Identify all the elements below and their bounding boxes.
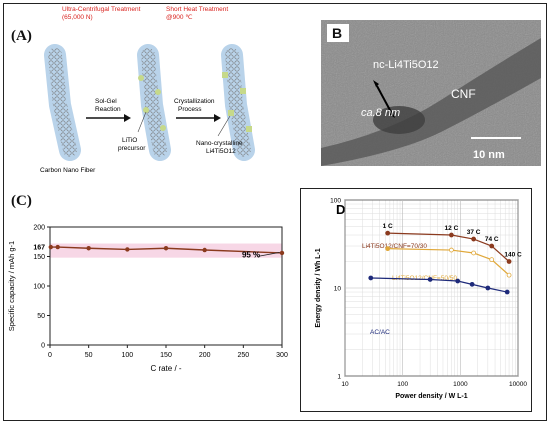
- capacity-band: [50, 243, 282, 258]
- series-line-2: [370, 277, 508, 293]
- scale-label: 10 nm: [473, 149, 505, 161]
- c-rate-label: 140 C: [504, 252, 522, 259]
- c-rate-label: 74 C: [485, 236, 499, 243]
- series-label-0: Li4Ti5O12/CNF=70/30: [362, 243, 427, 250]
- x-tick-label-c: 100: [121, 352, 133, 359]
- x-tick-label-d: 1000: [453, 381, 468, 388]
- panel-a-label: (A): [11, 28, 32, 44]
- particle-label: nc-Li4Ti5O12: [373, 59, 439, 71]
- series-point-2: [368, 275, 374, 281]
- arrow-crystallization: [176, 114, 221, 122]
- series-point-0: [489, 243, 495, 249]
- x-tick-label-c: 150: [160, 352, 172, 359]
- fiber-label: CNF: [451, 87, 476, 101]
- carbon-nano-fiber-1: [44, 44, 81, 161]
- series-point-0: [471, 236, 477, 242]
- panel-d-frame: [300, 188, 532, 412]
- label-lto: Li4Ti5O12: [206, 148, 236, 155]
- capacity-point: [163, 246, 169, 251]
- panel-a-schematic: Ultra-Centrifugal Treatment (65,000 N) S…: [40, 6, 255, 174]
- x-tick-label-c: 300: [276, 352, 288, 359]
- x-tick-label-c: 200: [199, 352, 211, 359]
- x-tick-label-d: 100: [397, 381, 408, 388]
- series-point-0: [506, 259, 512, 264]
- x-axis-label-d: Power density / W L-1: [395, 393, 467, 400]
- carbon-nano-fiber-2: [137, 44, 171, 161]
- panel-b-label-box: [327, 24, 349, 42]
- step1-detail: (65,000 N): [62, 14, 93, 21]
- step1-title: Ultra-Centrifugal Treatment: [62, 6, 141, 13]
- series-point-2: [427, 277, 433, 282]
- y-tick-label-c: 100: [33, 284, 45, 291]
- y-tick-label-167: 167: [33, 244, 45, 251]
- y-axis-label-d: Energy density / Wh L-1: [315, 248, 322, 327]
- label-litio: LiTiO: [122, 137, 137, 144]
- c-rate-label: 37 C: [467, 229, 481, 236]
- panel-b-tem-image: B nc-Li4Ti5O12 CNF ca.8 nm 10 nm: [321, 20, 541, 166]
- panel-c-label: (C): [11, 193, 32, 209]
- x-tick-label-c: 250: [237, 352, 249, 359]
- label-nano-crystalline: Nano-crystalline: [196, 140, 243, 147]
- x-tick-label-c: 50: [85, 352, 93, 359]
- series-point-1: [506, 272, 512, 278]
- series-label-1: Li4Ti5O12/CNF=50/50: [392, 275, 457, 282]
- x-tick-label-d: 10000: [509, 381, 527, 388]
- label-precursor: precursor: [118, 145, 146, 152]
- y-tick-label-c: 0: [41, 343, 45, 350]
- capacity-point: [125, 247, 130, 252]
- step2-detail: @900 ℃: [166, 14, 193, 21]
- capacity-point: [55, 244, 60, 250]
- arrow1-line2: Reaction: [95, 106, 121, 113]
- capacity-point: [202, 247, 207, 253]
- panel-d-label: D: [336, 202, 345, 217]
- series-point-0: [449, 232, 454, 238]
- panel-b-label: B: [332, 25, 342, 41]
- x-axis-label-c: C rate / -: [150, 364, 181, 373]
- series-point-2: [469, 281, 475, 287]
- retention-pointer: [257, 251, 280, 257]
- arrow1-line1: Sol-Gel: [95, 98, 117, 105]
- series-point-2: [455, 278, 461, 284]
- step2-title: Short Heat Treatment: [166, 6, 228, 13]
- figure-frame: [3, 3, 547, 421]
- retention-annotation: 95 %: [242, 251, 260, 260]
- y-tick-label-c: 150: [33, 254, 45, 261]
- capacity-point: [279, 250, 285, 256]
- thickness-label: ca.8 nm: [361, 107, 400, 119]
- c-rate-label: 12 C: [445, 225, 459, 232]
- label-carbon-nano-fiber: Carbon Nano Fiber: [40, 167, 96, 174]
- thickness-arrow: [373, 80, 395, 118]
- series-label-2: AC/AC: [370, 329, 390, 336]
- cnf-fiber: [321, 38, 541, 166]
- series-point-1: [449, 247, 454, 253]
- series-point-1: [489, 257, 495, 263]
- capacity-point: [86, 246, 91, 251]
- series-point-1: [471, 250, 477, 256]
- arrow-sol-gel: [86, 114, 131, 122]
- series-point-2: [485, 285, 491, 291]
- arrow2-line2: Process: [178, 106, 202, 113]
- y-tick-label-d: 100: [330, 198, 341, 205]
- carbon-nano-fiber-3: [221, 44, 255, 161]
- series-line-1: [387, 248, 510, 276]
- x-tick-label-d: 10: [341, 381, 349, 388]
- series-point-2: [504, 289, 510, 295]
- y-tick-label-d: 1: [337, 374, 341, 381]
- arrow2-line1: Crystallization: [174, 98, 215, 105]
- nc-particle: [373, 106, 425, 134]
- y-tick-label-c: 50: [37, 313, 45, 320]
- panel-c-chart: 0 50 100 150 200 250 300 0 50 100 150 200 167 C rate …: [7, 225, 288, 374]
- y-tick-label-d: 10: [334, 286, 342, 293]
- series-point-0: [385, 230, 391, 236]
- x-tick-label-c: 0: [48, 352, 52, 359]
- c-rate-label: 1 C: [383, 223, 393, 230]
- y-tick-label-c: 200: [33, 225, 45, 232]
- series-point-1: [385, 246, 391, 252]
- capacity-point: [48, 244, 53, 250]
- y-axis-label-c: Specific capacity / mAh g-1: [7, 241, 16, 331]
